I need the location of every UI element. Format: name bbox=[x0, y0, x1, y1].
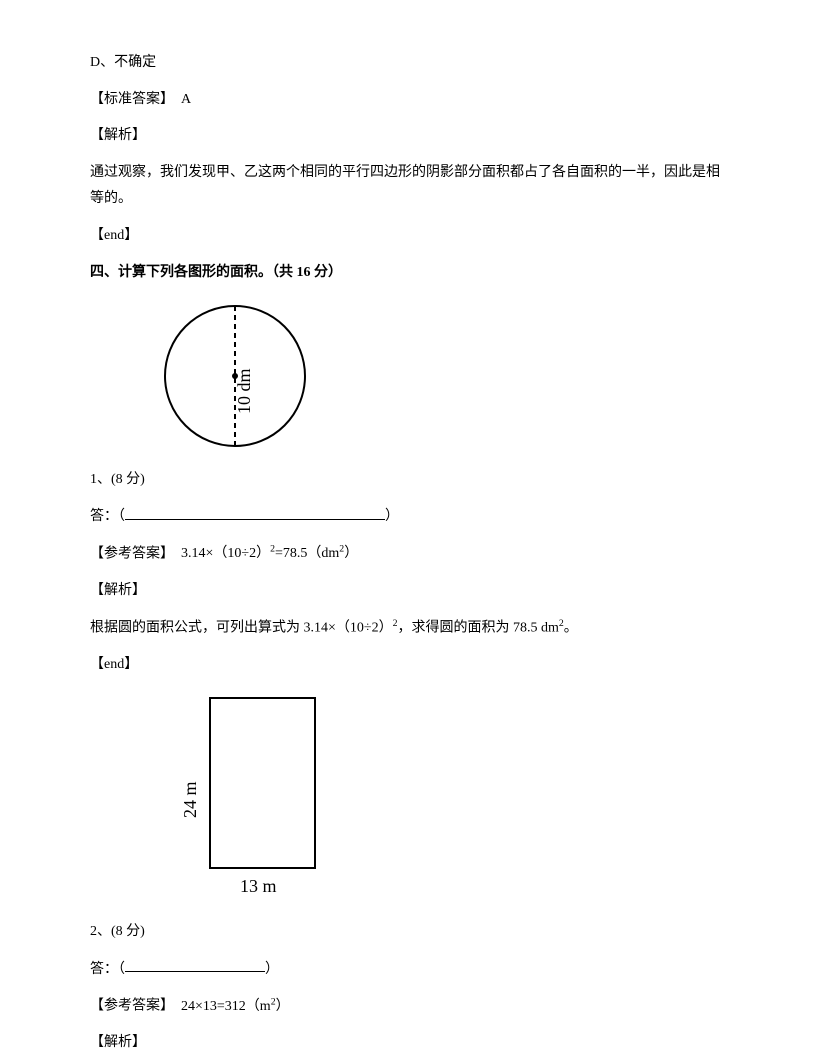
svg-text:24 m: 24 m bbox=[180, 782, 200, 819]
q1-analysis-label: 【解析】 bbox=[90, 578, 726, 605]
svg-text:10 dm: 10 dm bbox=[234, 369, 254, 415]
q1-ref-answer: 【参考答案】 3.14×（10÷2）2=78.5（dm2） bbox=[90, 541, 726, 568]
option-d: D、不确定 bbox=[90, 50, 726, 77]
q2-analysis-label: 【解析】 bbox=[90, 1030, 726, 1057]
q2-answer-row: 答：（ ） bbox=[90, 956, 726, 983]
q2-points: 2、(8 分) bbox=[90, 919, 726, 946]
figure-rectangle: 24 m 13 m bbox=[150, 688, 726, 919]
q1-answer-prompt: 答：（ bbox=[90, 509, 125, 524]
q2-ref-answer: 【参考答案】 24×13=312（m2） bbox=[90, 993, 726, 1020]
analysis-label: 【解析】 bbox=[90, 123, 726, 150]
q2-answer-prompt: 答：（ bbox=[90, 961, 125, 976]
q1-answer-close: ） bbox=[385, 509, 399, 524]
standard-answer-label: 【标准答案】 bbox=[90, 92, 174, 107]
rectangle-svg: 24 m 13 m bbox=[150, 688, 340, 908]
q2-answer-blank[interactable] bbox=[125, 956, 265, 973]
q1-analysis-text: 根据圆的面积公式，可列出算式为 3.14×（10÷2）2，求得圆的面积为 78.… bbox=[90, 615, 726, 642]
q1-answer-row: 答：（ ） bbox=[90, 503, 726, 530]
q2-ref-answer-label: 【参考答案】 bbox=[90, 999, 174, 1014]
svg-text:13 m: 13 m bbox=[240, 876, 277, 896]
standard-answer-value: A bbox=[181, 92, 191, 107]
q1-points: 1、(8 分) bbox=[90, 467, 726, 494]
q1-ref-answer-label: 【参考答案】 bbox=[90, 546, 174, 561]
section-4-title: 四、计算下列各图形的面积。（共 16 分） bbox=[90, 260, 726, 287]
end-label: 【end】 bbox=[90, 223, 726, 250]
circle-svg: 10 dm bbox=[150, 296, 320, 456]
q2-ref-answer-value: 24×13=312（m2） bbox=[181, 999, 290, 1014]
q2-answer-close: ） bbox=[265, 961, 279, 976]
standard-answer: 【标准答案】 A bbox=[90, 87, 726, 114]
q1-ref-answer-value: 3.14×（10÷2）2=78.5（dm2） bbox=[181, 546, 358, 561]
q1-end-label: 【end】 bbox=[90, 652, 726, 679]
figure-circle: 10 dm bbox=[150, 296, 726, 467]
q1-answer-blank[interactable] bbox=[125, 503, 385, 520]
analysis-text: 通过观察，我们发现甲、乙这两个相同的平行四边形的阴影部分面积都占了各自面积的一半… bbox=[90, 160, 726, 213]
